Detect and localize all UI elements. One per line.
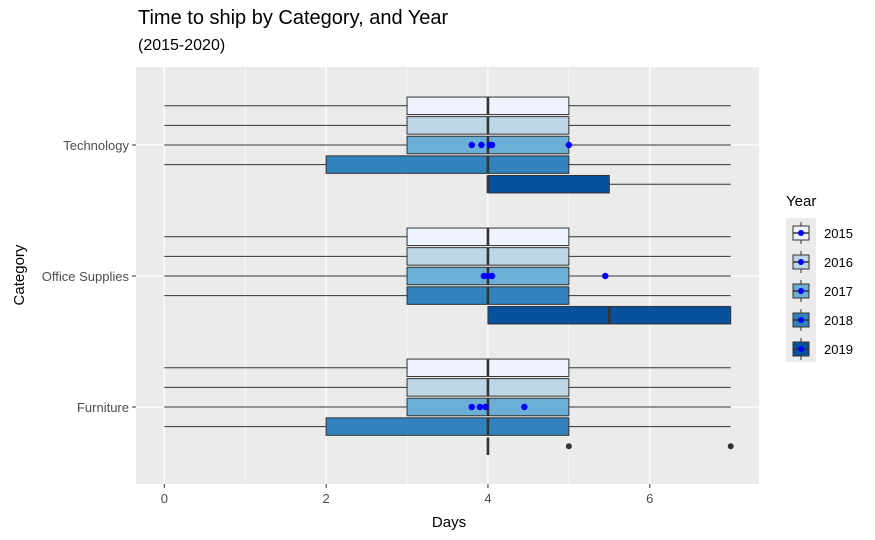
x-tick-label: 2 [323,491,330,506]
box-body [325,417,570,436]
legend-title: Year [786,193,816,210]
legend-label: 2016 [824,255,853,270]
x-tick-label: 6 [646,491,653,506]
y-tick-label: Technology [63,138,129,153]
box-technology-2019 [486,174,731,194]
legend-key-point [798,230,804,236]
legend-label: 2019 [824,342,853,357]
legend-key-2018 [792,309,810,331]
mean-point [468,141,475,149]
legend-key-point [798,317,804,323]
box-technology-2016 [164,116,731,135]
box-furniture-2016 [164,378,731,397]
x-tick-label: 0 [161,491,168,506]
chart-title: Time to ship by Category, and Year [138,7,449,29]
y-axis-title: Category [11,244,28,305]
box-office-supplies-2016 [164,247,731,266]
legend-label: 2015 [824,226,853,241]
box-furniture-2019 [486,437,734,455]
mean-point [488,141,496,149]
legend-label: 2018 [824,313,853,328]
legend-key-2017 [792,280,810,302]
y-tick-label: Furniture [77,400,129,415]
legend-key-2015 [792,222,810,244]
legend: Year 2015 2016 2017 2018 2019 [786,193,853,362]
legend-key-point [798,259,804,265]
x-axis: 0 2 4 6 [161,484,653,506]
legend-label: 2017 [824,284,853,299]
outlier-point [565,443,572,450]
box-technology-2015 [164,96,731,116]
mean-point [565,141,573,149]
point-series [468,141,609,411]
box-office-supplies-2015 [164,227,731,247]
mean-point [468,403,475,411]
box-office-supplies-2019 [487,305,732,325]
box-office-supplies-2018 [164,286,731,305]
y-tick-label: Office Supplies [42,269,130,284]
x-axis-title: Days [432,514,466,531]
mean-point [521,403,528,411]
mean-point [482,403,489,411]
box-furniture-2018 [164,417,731,436]
x-tick-label: 4 [484,491,491,506]
legend-key-point [798,346,804,352]
y-axis: Technology Office Supplies Furniture [42,138,136,415]
mean-point [488,272,496,280]
box-body [325,155,570,174]
box-furniture-2015 [164,358,731,378]
mean-point [602,272,609,280]
box-body [487,174,610,194]
chart-subtitle: (2015-2020) [138,37,226,54]
outlier-point [727,443,734,450]
legend-key-2016 [792,251,810,273]
legend-key-2019 [792,338,810,360]
mean-point [478,141,485,149]
mean-point [476,403,484,411]
legend-key-point [798,288,804,294]
box-technology-2018 [164,155,731,174]
